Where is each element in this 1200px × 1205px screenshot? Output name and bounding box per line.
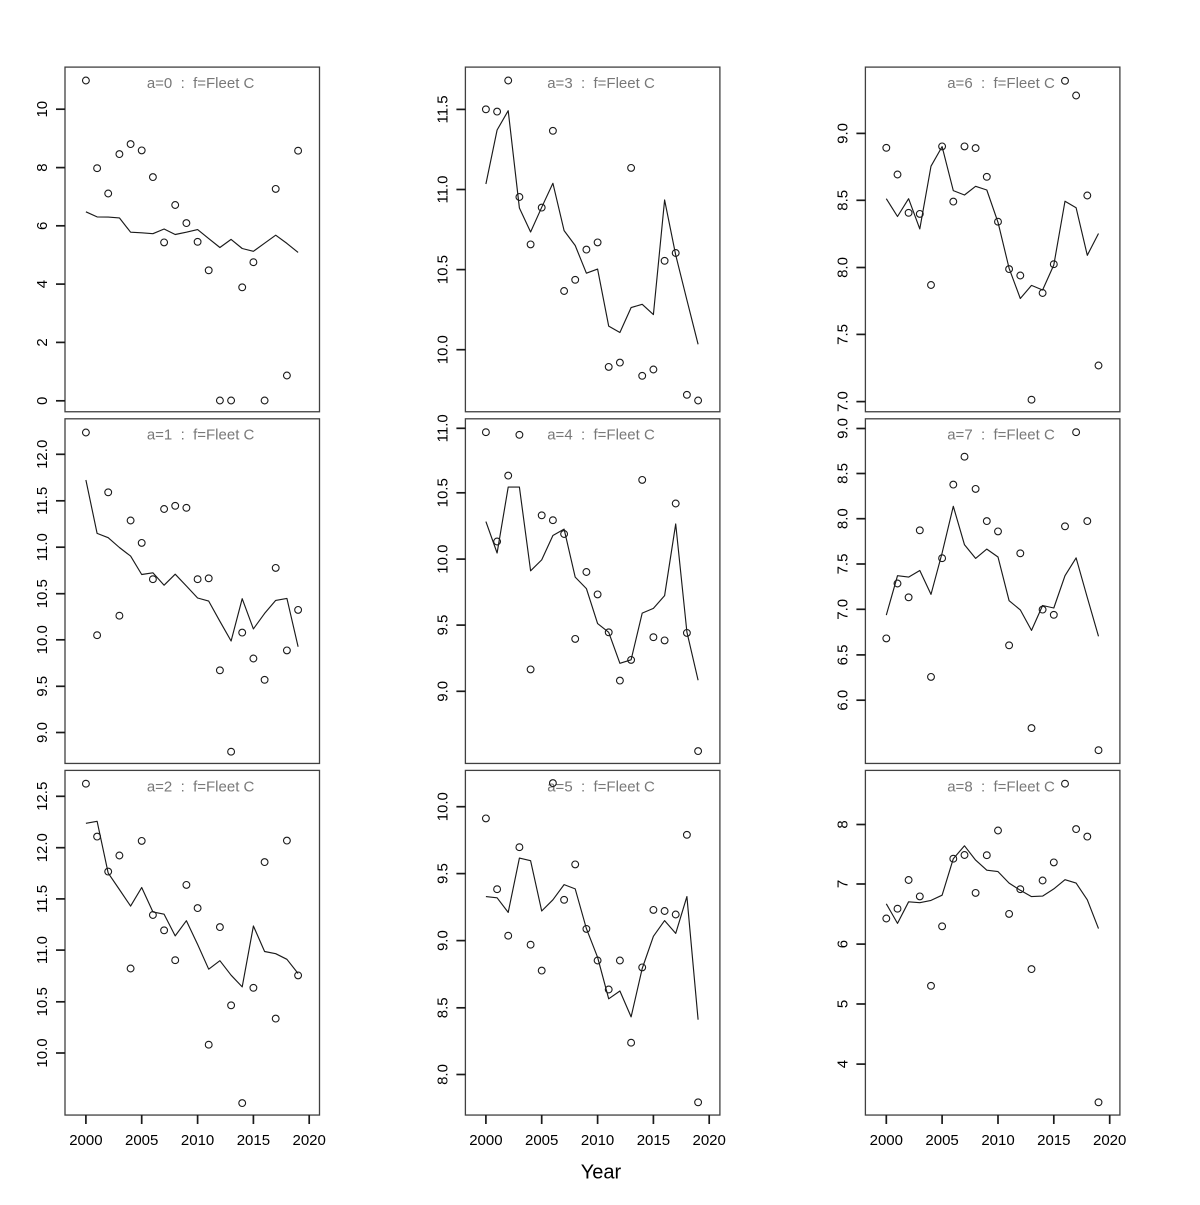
svg-text:2020: 2020 xyxy=(1093,1132,1126,1149)
svg-text:2010: 2010 xyxy=(181,1132,214,1149)
svg-text:a=2 : f=Fleet C: a=2 : f=Fleet C xyxy=(147,778,255,795)
svg-text:12.0: 12.0 xyxy=(34,833,51,862)
svg-text:9.0: 9.0 xyxy=(834,418,851,439)
svg-text:8.0: 8.0 xyxy=(434,1064,451,1085)
svg-text:9.0: 9.0 xyxy=(34,722,51,743)
svg-text:a=1 : f=Fleet C: a=1 : f=Fleet C xyxy=(147,427,255,444)
svg-text:11.0: 11.0 xyxy=(434,414,451,442)
svg-text:10.0: 10.0 xyxy=(34,1038,51,1067)
svg-text:8.0: 8.0 xyxy=(834,508,851,529)
svg-text:11.0: 11.0 xyxy=(434,175,451,203)
svg-text:12.0: 12.0 xyxy=(34,440,51,469)
svg-text:2010: 2010 xyxy=(981,1132,1014,1149)
svg-text:8.5: 8.5 xyxy=(834,190,851,211)
svg-text:11.5: 11.5 xyxy=(434,95,451,123)
svg-text:10.0: 10.0 xyxy=(434,544,451,573)
svg-text:10.0: 10.0 xyxy=(34,625,51,654)
svg-text:2020: 2020 xyxy=(693,1132,726,1149)
svg-text:2: 2 xyxy=(34,338,51,346)
svg-text:5: 5 xyxy=(834,1000,851,1008)
svg-text:7.5: 7.5 xyxy=(834,324,851,345)
svg-text:8: 8 xyxy=(834,820,851,828)
svg-text:9.0: 9.0 xyxy=(434,681,451,702)
svg-text:7.5: 7.5 xyxy=(834,554,851,575)
svg-text:9.5: 9.5 xyxy=(34,676,51,697)
svg-text:8.5: 8.5 xyxy=(834,463,851,484)
svg-text:2000: 2000 xyxy=(69,1132,102,1149)
svg-text:2015: 2015 xyxy=(637,1132,670,1149)
svg-text:a=8 : f=Fleet C: a=8 : f=Fleet C xyxy=(947,778,1055,795)
svg-text:4: 4 xyxy=(34,280,51,288)
svg-text:8.0: 8.0 xyxy=(834,257,851,278)
svg-text:9.5: 9.5 xyxy=(434,863,451,884)
svg-text:a=0 : f=Fleet C: a=0 : f=Fleet C xyxy=(147,75,255,92)
svg-text:8: 8 xyxy=(34,163,51,171)
svg-text:9.0: 9.0 xyxy=(434,930,451,951)
svg-text:10: 10 xyxy=(34,101,51,118)
svg-text:2005: 2005 xyxy=(525,1132,558,1149)
svg-text:9.0: 9.0 xyxy=(834,123,851,144)
svg-text:2000: 2000 xyxy=(469,1132,502,1149)
svg-text:2015: 2015 xyxy=(237,1132,270,1149)
svg-text:2015: 2015 xyxy=(1037,1132,1070,1149)
svg-text:2010: 2010 xyxy=(581,1132,614,1149)
svg-text:a=7 : f=Fleet C: a=7 : f=Fleet C xyxy=(947,427,1055,444)
svg-text:11.5: 11.5 xyxy=(34,885,51,913)
svg-text:2005: 2005 xyxy=(125,1132,158,1149)
svg-text:7.0: 7.0 xyxy=(834,391,851,412)
svg-text:10.0: 10.0 xyxy=(434,335,451,364)
svg-text:6: 6 xyxy=(834,940,851,948)
svg-text:4: 4 xyxy=(834,1060,851,1068)
svg-text:2000: 2000 xyxy=(870,1132,903,1149)
svg-text:10.5: 10.5 xyxy=(34,987,51,1016)
svg-text:a=3 : f=Fleet C: a=3 : f=Fleet C xyxy=(547,75,655,92)
svg-text:a=5 : f=Fleet C: a=5 : f=Fleet C xyxy=(547,778,655,795)
svg-text:9.5: 9.5 xyxy=(434,615,451,636)
svg-text:2020: 2020 xyxy=(293,1132,326,1149)
svg-text:0: 0 xyxy=(34,397,51,405)
svg-text:2005: 2005 xyxy=(925,1132,958,1149)
svg-text:a=6 : f=Fleet C: a=6 : f=Fleet C xyxy=(947,75,1055,92)
svg-text:6: 6 xyxy=(34,222,51,230)
svg-text:7.0: 7.0 xyxy=(834,599,851,620)
svg-text:Year: Year xyxy=(581,1162,622,1184)
svg-text:10.5: 10.5 xyxy=(434,255,451,284)
svg-text:10.5: 10.5 xyxy=(34,579,51,608)
svg-text:10.0: 10.0 xyxy=(434,792,451,821)
svg-text:11.0: 11.0 xyxy=(34,533,51,561)
svg-text:7: 7 xyxy=(834,880,851,888)
svg-text:11.0: 11.0 xyxy=(34,936,51,964)
svg-text:6.5: 6.5 xyxy=(834,644,851,665)
svg-text:12.5: 12.5 xyxy=(34,782,51,811)
svg-text:a=4 : f=Fleet C: a=4 : f=Fleet C xyxy=(547,427,655,444)
svg-text:6.0: 6.0 xyxy=(834,690,851,711)
svg-text:11.5: 11.5 xyxy=(34,487,51,515)
svg-text:10.5: 10.5 xyxy=(434,478,451,507)
svg-text:8.5: 8.5 xyxy=(434,997,451,1018)
